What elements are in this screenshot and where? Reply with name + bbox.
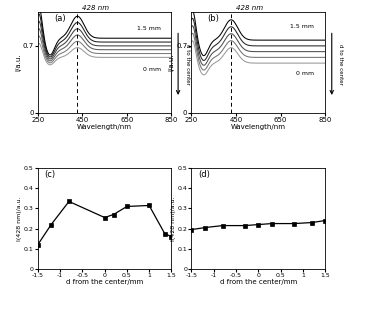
Text: 1.5 mm: 1.5 mm: [137, 27, 161, 32]
Text: (d): (d): [198, 170, 210, 179]
Y-axis label: I(428 nm)/a.u.: I(428 nm)/a.u.: [17, 196, 22, 241]
X-axis label: d from the center/mm: d from the center/mm: [220, 279, 297, 286]
Text: 0 mm: 0 mm: [143, 67, 161, 72]
Text: (a): (a): [54, 15, 65, 23]
Text: d to the center: d to the center: [338, 44, 344, 85]
Y-axis label: I/a.u.: I/a.u.: [15, 54, 21, 71]
Text: 428 nm: 428 nm: [236, 5, 263, 11]
Text: (b): (b): [208, 15, 219, 23]
Y-axis label: I/a.u.: I/a.u.: [169, 54, 175, 71]
Text: 428 nm: 428 nm: [82, 5, 110, 11]
Text: 0 mm: 0 mm: [296, 71, 314, 76]
Text: d to the center: d to the center: [185, 44, 190, 85]
Text: 1.5 mm: 1.5 mm: [290, 24, 314, 29]
X-axis label: Wavelength/nm: Wavelength/nm: [231, 125, 286, 130]
Text: (c): (c): [45, 170, 56, 179]
X-axis label: Wavelength/nm: Wavelength/nm: [77, 125, 132, 130]
Y-axis label: I(428 nm)/a.u.: I(428 nm)/a.u.: [171, 196, 176, 241]
X-axis label: d from the center/mm: d from the center/mm: [66, 279, 143, 286]
